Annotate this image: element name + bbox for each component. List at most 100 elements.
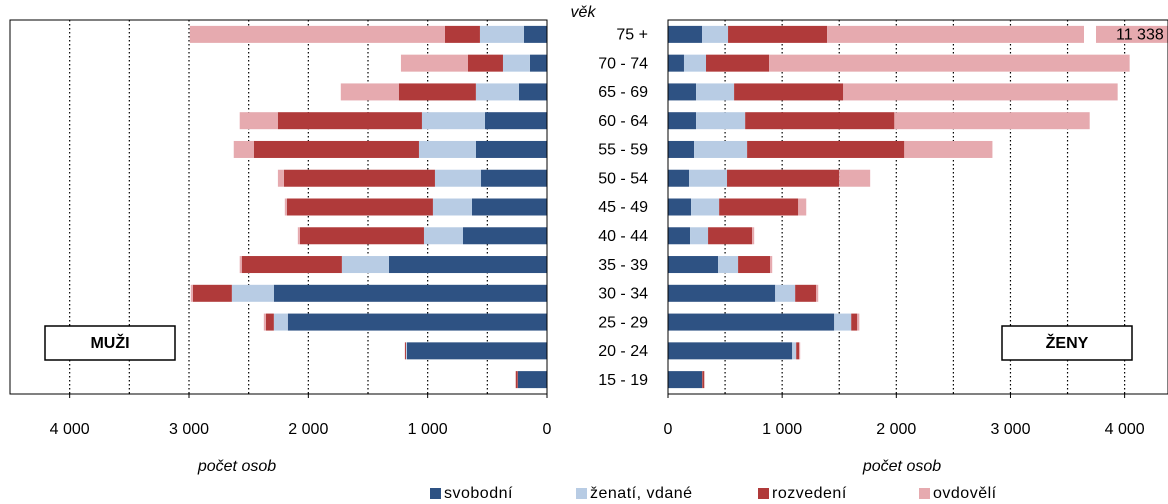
bar-segment bbox=[406, 342, 547, 360]
bar-segment bbox=[769, 54, 1130, 72]
bar-segment bbox=[340, 83, 399, 101]
bar-segment bbox=[752, 227, 755, 245]
bar-segment bbox=[816, 284, 819, 302]
bars bbox=[668, 25, 1168, 389]
bar-segment bbox=[827, 25, 1168, 43]
x-tick-label: 1 000 bbox=[408, 421, 448, 438]
bar-segment bbox=[284, 198, 287, 216]
panel-label: MUŽI bbox=[90, 333, 129, 352]
legend-swatch bbox=[758, 488, 769, 499]
x-tick-label: 0 bbox=[543, 421, 552, 438]
bar-segment bbox=[239, 256, 242, 274]
bar-segment bbox=[668, 227, 691, 245]
bar-segment bbox=[668, 284, 776, 302]
bar-segment bbox=[502, 54, 530, 72]
category-label: 40 - 44 bbox=[598, 228, 648, 245]
bar-segment bbox=[518, 83, 547, 101]
category-label: 20 - 24 bbox=[598, 343, 648, 360]
bar-segment bbox=[189, 25, 445, 43]
annotation: 11 338 bbox=[1116, 27, 1164, 44]
category-label: 55 - 59 bbox=[598, 142, 648, 159]
bar-segment bbox=[668, 54, 684, 72]
bar-segment bbox=[702, 371, 705, 389]
x-tick-label: 4 000 bbox=[50, 421, 90, 438]
bar-segment bbox=[747, 140, 905, 158]
bar-segment bbox=[468, 54, 503, 72]
bar-segment bbox=[231, 284, 274, 302]
category-label: 75 + bbox=[616, 27, 648, 44]
bar-segment bbox=[286, 198, 433, 216]
panel-label: ŽENY bbox=[1046, 333, 1089, 352]
bar-segment bbox=[745, 112, 895, 130]
panel-frame bbox=[9, 19, 548, 395]
bar-segment bbox=[518, 371, 547, 389]
bar-segment bbox=[423, 227, 463, 245]
x-tick-label: 2 000 bbox=[876, 421, 916, 438]
bar-segment bbox=[444, 25, 480, 43]
bar-segment bbox=[668, 25, 703, 43]
bar-segment bbox=[894, 112, 1090, 130]
x-tick-label: 4 000 bbox=[1105, 421, 1145, 438]
category-label: 65 - 69 bbox=[598, 84, 648, 101]
bar-segment bbox=[479, 25, 524, 43]
bar-segment bbox=[297, 227, 300, 245]
bar-segment bbox=[706, 54, 770, 72]
panel-label-box bbox=[1001, 325, 1133, 361]
bar-segment bbox=[192, 284, 232, 302]
bar-segment bbox=[523, 25, 547, 43]
bar-segment bbox=[689, 169, 728, 187]
bar-segment bbox=[696, 112, 746, 130]
bar-segment bbox=[799, 342, 801, 360]
x-tick-label: 3 000 bbox=[990, 421, 1030, 438]
legend-label: rozvedení bbox=[772, 485, 847, 502]
bar-segment bbox=[839, 169, 871, 187]
bar-segment bbox=[834, 313, 852, 331]
x-tick-label: 3 000 bbox=[169, 421, 209, 438]
bar-segment bbox=[798, 198, 807, 216]
bar-segment bbox=[857, 313, 860, 331]
bar-segment bbox=[475, 83, 519, 101]
bar-segment bbox=[471, 198, 547, 216]
bar-segment bbox=[287, 313, 547, 331]
bar-segment bbox=[475, 140, 547, 158]
bar-segment bbox=[273, 313, 288, 331]
bar-segment bbox=[515, 371, 518, 389]
category-label: 35 - 39 bbox=[598, 257, 648, 274]
bar-segment bbox=[728, 25, 828, 43]
bar-segment bbox=[405, 342, 407, 360]
bar-segment bbox=[484, 112, 547, 130]
bar-segment bbox=[668, 83, 697, 101]
bar-segment bbox=[683, 54, 707, 72]
x-axis-title: počet osob bbox=[862, 458, 941, 475]
bar-segment bbox=[273, 284, 547, 302]
bar-segment bbox=[265, 313, 274, 331]
bar-segment bbox=[241, 256, 342, 274]
bar-segment bbox=[775, 284, 796, 302]
x-tick-label: 1 000 bbox=[762, 421, 802, 438]
bar-segment bbox=[481, 169, 547, 187]
bar-segment bbox=[263, 313, 266, 331]
bar-segment bbox=[796, 342, 800, 360]
bar-segment bbox=[432, 198, 472, 216]
legend-label: ovdovělí bbox=[933, 485, 997, 502]
bar-segment bbox=[529, 54, 547, 72]
bar-segment bbox=[388, 256, 547, 274]
y-axis-title: věk bbox=[571, 4, 597, 21]
bar-segment bbox=[398, 83, 476, 101]
legend-swatch bbox=[576, 488, 587, 499]
bar-segment bbox=[239, 112, 278, 130]
bar-segment bbox=[668, 342, 793, 360]
bar-segment bbox=[341, 256, 389, 274]
category-label: 50 - 54 bbox=[598, 170, 648, 187]
x-tick-label: 0 bbox=[664, 421, 673, 438]
bar-segment bbox=[421, 112, 485, 130]
legend-swatch bbox=[919, 488, 930, 499]
bar-segment bbox=[719, 198, 799, 216]
legend-label: ženatí, vdané bbox=[590, 485, 693, 502]
bar-segment bbox=[702, 25, 729, 43]
category-label: 45 - 49 bbox=[598, 199, 648, 216]
legend-label: svobodní bbox=[444, 485, 513, 502]
bar-segment bbox=[792, 342, 797, 360]
bar-segment bbox=[708, 227, 753, 245]
bar-segment bbox=[253, 140, 419, 158]
